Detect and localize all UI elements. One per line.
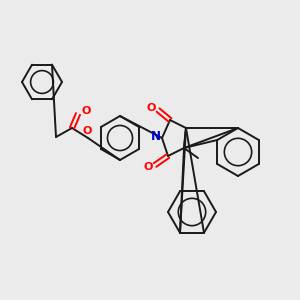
Text: O: O	[82, 126, 92, 136]
Text: O: O	[81, 106, 91, 116]
Text: O: O	[143, 162, 153, 172]
Text: N: N	[151, 130, 161, 143]
Text: O: O	[146, 103, 156, 113]
